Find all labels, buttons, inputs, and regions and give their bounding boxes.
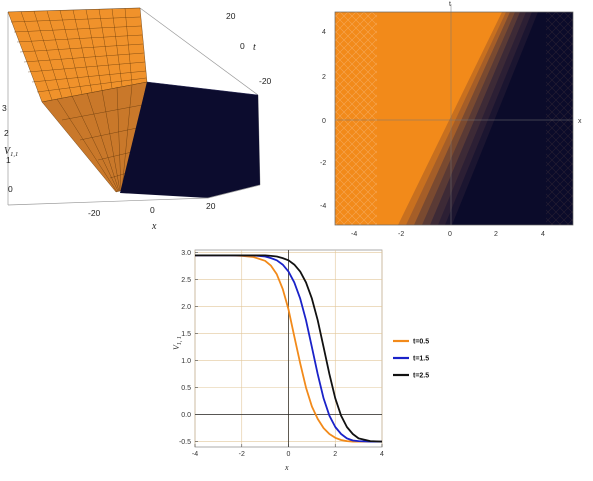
- z-axis-ticks: 3 2 1 0: [2, 103, 13, 194]
- surface-floor: [120, 82, 260, 198]
- t-tick: -20: [259, 76, 272, 86]
- x-tick: -4: [351, 231, 357, 238]
- y-tick-label: -0.5: [179, 439, 191, 446]
- z-tick: 1: [6, 155, 11, 165]
- y-tick: 2: [322, 74, 326, 81]
- contour-t-label: t: [449, 1, 451, 8]
- series-lines: [195, 254, 383, 443]
- z-axis-label: V1,1: [4, 146, 18, 158]
- series-line-t=2.5: [195, 254, 383, 443]
- x-tick-label: -4: [192, 451, 198, 458]
- y-tick-label: 3.0: [181, 250, 191, 257]
- surface-wall-grid: [56, 84, 143, 193]
- x-tick: 0: [448, 231, 452, 238]
- y-tick-label: 2.5: [181, 277, 191, 284]
- y-tick-label: 0.0: [181, 412, 191, 419]
- x-tick: 2: [494, 231, 498, 238]
- x-axis-label-3d: x: [151, 221, 157, 232]
- z-tick: 3: [2, 103, 7, 113]
- y-tick: 4: [322, 29, 326, 36]
- y-tick-label: 1.0: [181, 358, 191, 365]
- y-tick: -4: [320, 203, 326, 210]
- z-tick: 0: [8, 184, 13, 194]
- contour-x-ticks: -4 -2 0 2 4: [351, 231, 545, 238]
- t-axis-label-3d: t: [253, 42, 256, 53]
- t-axis-ticks-3d: 20 0 -20: [226, 11, 272, 86]
- legend-label: t=2.5: [413, 373, 429, 380]
- x-tick-label: 0: [287, 451, 291, 458]
- x-axis-ticks: -4 -2 0 2 4: [192, 444, 384, 458]
- x-tick-label: 4: [380, 451, 384, 458]
- contour-x-label: x: [578, 118, 582, 125]
- y-tick: 0: [322, 118, 326, 125]
- legend-label: t=0.5: [413, 339, 429, 346]
- y-axis-label: V1, 1: [172, 336, 183, 350]
- x-tick: 20: [206, 201, 216, 211]
- t-tick: 0: [240, 41, 245, 51]
- x-axis-ticks-3d: -20 0 20: [88, 201, 216, 218]
- y-tick: -2: [320, 160, 326, 167]
- contour-y-ticks: 4 2 0 -2 -4: [320, 29, 326, 210]
- x-tick: -20: [88, 208, 101, 218]
- surface-box-front: [7, 112, 261, 206]
- z-tick: 2: [4, 128, 9, 138]
- x-axis-label: x: [284, 463, 289, 472]
- legend: t=0.5 t=1.5 t=2.5: [393, 339, 429, 380]
- surface-3d-plot: 3 2 1 0 V1,1 -20 0 20 x 20 0 -20 t: [2, 7, 272, 232]
- x-tick-label: -2: [239, 451, 245, 458]
- y-axis-ticks: 3.0 2.5 2.0 1.5 1.0 0.5 0.0 -0.5: [179, 250, 198, 446]
- y-tick-label: 0.5: [181, 385, 191, 392]
- legend-label: t=1.5: [413, 356, 429, 363]
- x-tick: 0: [150, 205, 155, 215]
- y-tick-label: 2.0: [181, 304, 191, 311]
- contour-plot: 4 2 0 -2 -4 -4 -2 0 2 4 t x: [320, 1, 582, 238]
- zero-axes: [195, 250, 382, 447]
- surface-plateau-grid: [10, 8, 147, 101]
- x-tick: 4: [541, 231, 545, 238]
- contour-bands: [335, 12, 573, 225]
- y-tick-label: 1.5: [181, 331, 191, 338]
- t-tick: 20: [226, 11, 236, 21]
- x-tick: -2: [398, 231, 404, 238]
- contour-axes: [335, 4, 573, 225]
- line-chart: 3.02.52.01.51.00.50.0-0.5 -4 -2 0 2 4 V1, 1 …: [172, 249, 429, 472]
- x-tick-label: 2: [333, 451, 337, 458]
